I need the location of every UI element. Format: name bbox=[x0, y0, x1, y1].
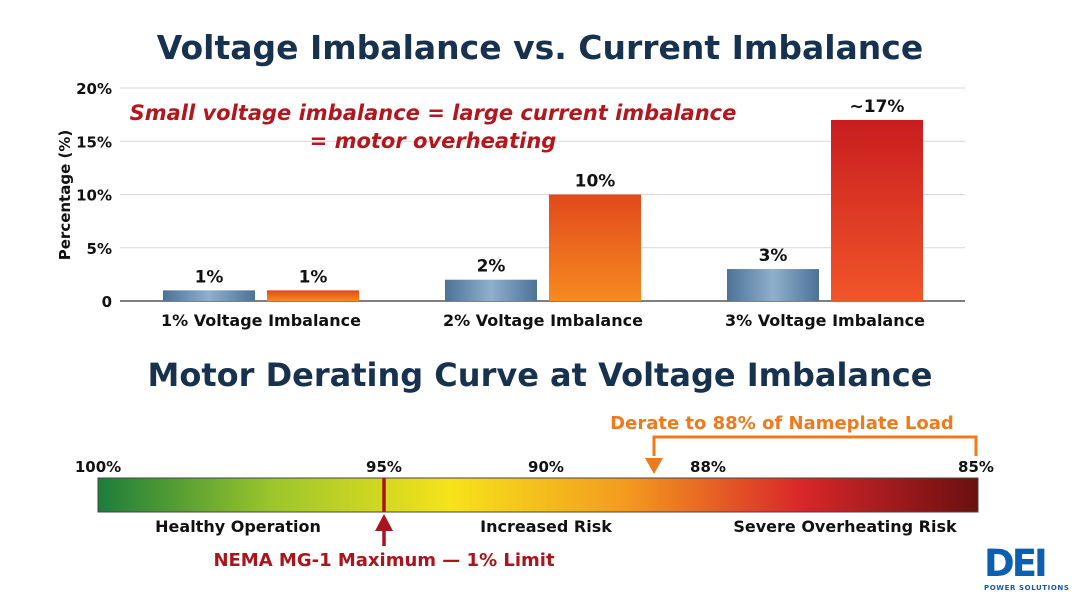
scale-label: 95% bbox=[366, 458, 402, 476]
data-label: 10% bbox=[575, 172, 616, 192]
data-label: 3% bbox=[759, 246, 788, 266]
bar bbox=[163, 290, 255, 301]
annotation-line-1: Small voltage imbalance = large current … bbox=[130, 101, 737, 125]
labels: 20% 15% 10% 5% 0 Percentage (%) 1% 1% 1% Voltage… bbox=[56, 80, 925, 330]
y-tick-label: 20% bbox=[76, 80, 112, 98]
y-tick-label: 0 bbox=[102, 293, 112, 311]
gridlines bbox=[120, 87, 965, 302]
bar bbox=[831, 119, 923, 301]
y-axis-label: Percentage (%) bbox=[56, 130, 74, 260]
annotation-line-2: = motor overheating bbox=[310, 129, 557, 153]
bar bbox=[267, 290, 359, 301]
x-tick-label: 2% Voltage Imbalance bbox=[443, 311, 643, 330]
zone-label: Healthy Operation bbox=[155, 517, 321, 536]
derating-title: Motor Derating Curve at Voltage Imbalanc… bbox=[147, 356, 933, 394]
data-label: 1% bbox=[299, 267, 328, 287]
scale-label: 90% bbox=[528, 458, 564, 476]
data-label: ~17% bbox=[850, 97, 905, 117]
data-label: 2% bbox=[477, 257, 506, 277]
limit-label: NEMA MG-1 Maximum — 1% Limit bbox=[213, 550, 555, 571]
scale-label: 88% bbox=[690, 458, 726, 476]
derating-scale: 100% 95% 90% 88% 85% Healthy Operation Increas… bbox=[75, 413, 994, 571]
zone-label: Severe Overheating Risk bbox=[733, 517, 957, 536]
x-tick-label: 1% Voltage Imbalance bbox=[161, 311, 361, 330]
bar bbox=[445, 279, 537, 301]
scale-label: 100% bbox=[75, 458, 121, 476]
scale-label: 85% bbox=[958, 458, 994, 476]
limit-arrow bbox=[375, 514, 393, 531]
bar bbox=[727, 269, 819, 301]
logo-subtext: POWER SOLUTIONS bbox=[984, 584, 1070, 592]
y-tick-label: 5% bbox=[87, 240, 112, 258]
x-tick-label: 3% Voltage Imbalance bbox=[725, 311, 925, 330]
data-label: 1% bbox=[195, 267, 224, 287]
callout-arrow bbox=[645, 458, 663, 474]
y-tick-label: 15% bbox=[76, 133, 112, 151]
dei-logo: DEI POWER SOLUTIONS bbox=[984, 544, 1072, 596]
bar bbox=[549, 194, 641, 301]
bars bbox=[163, 119, 923, 301]
chart-title: Voltage Imbalance vs. Current Imbalance bbox=[156, 28, 924, 67]
derating-gradient-bar bbox=[97, 477, 979, 513]
y-tick-label: 10% bbox=[76, 187, 112, 205]
callout-bracket bbox=[652, 435, 978, 456]
zone-label: Increased Risk bbox=[480, 517, 612, 536]
logo-text: DEI bbox=[984, 542, 1048, 585]
callout-label: Derate to 88% of Nameplate Load bbox=[610, 413, 954, 434]
